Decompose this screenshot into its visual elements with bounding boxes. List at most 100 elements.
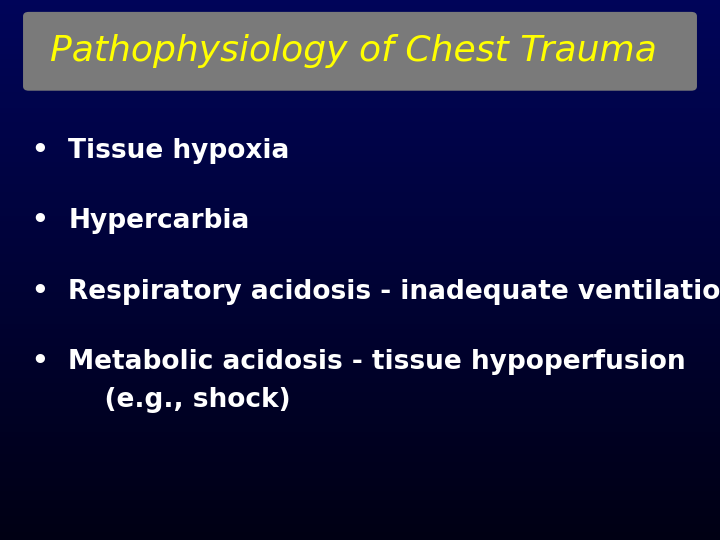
Bar [0,319,720,321]
Bar [0,362,720,364]
Bar [0,410,720,413]
Bar [0,57,720,59]
Bar [0,424,720,427]
Bar [0,324,720,327]
Bar [0,289,720,292]
Bar [0,502,720,505]
Bar [0,256,720,259]
Bar [0,454,720,456]
Bar [0,416,720,418]
Bar [0,192,720,194]
Bar [0,402,720,405]
Bar [0,265,720,267]
Text: •: • [31,138,48,164]
Bar [0,513,720,516]
Bar [0,208,720,211]
Bar [0,148,720,151]
Bar [0,354,720,356]
Bar [0,273,720,275]
Bar [0,181,720,184]
Bar [0,113,720,116]
Bar [0,281,720,284]
Bar [0,526,720,529]
Bar [0,243,720,246]
Bar [0,418,720,421]
Bar [0,491,720,494]
Bar [0,300,720,302]
Bar [0,275,720,278]
Bar [0,308,720,310]
Bar [0,413,720,416]
Bar [0,262,720,265]
Bar [0,294,720,297]
Bar [0,405,720,408]
Bar [0,446,720,448]
Bar [0,89,720,92]
Bar [0,138,720,140]
Bar [0,359,720,362]
Bar [0,70,720,73]
Bar [0,11,720,14]
Bar [0,475,720,478]
Text: (e.g., shock): (e.g., shock) [68,387,291,414]
Bar [0,270,720,273]
Bar [0,119,720,122]
Bar [0,165,720,167]
Bar [0,151,720,154]
Bar [0,332,720,335]
Bar [0,76,720,78]
Bar [0,432,720,435]
Bar [0,456,720,459]
Bar [0,105,720,108]
Bar [0,246,720,248]
Bar [0,14,720,16]
Bar [0,529,720,532]
Bar [0,437,720,440]
Bar [0,443,720,445]
Bar [0,162,720,165]
Bar [0,462,720,464]
Bar [0,240,720,243]
Bar [0,335,720,338]
Bar [0,467,720,470]
Bar [0,157,720,159]
Bar [0,122,720,124]
Bar [0,278,720,281]
Bar [0,340,720,343]
Bar [0,16,720,19]
Text: Metabolic acidosis - tissue hypoperfusion: Metabolic acidosis - tissue hypoperfusio… [68,349,686,375]
Bar [0,8,720,11]
Bar [0,537,720,540]
Bar [0,497,720,500]
Text: •: • [31,279,48,305]
Bar [0,197,720,200]
Bar [0,51,720,54]
Bar [0,518,720,521]
Bar [0,167,720,170]
Bar [0,392,720,394]
Bar [0,232,720,235]
Bar [0,494,720,497]
Bar [0,505,720,508]
Bar [0,464,720,467]
Bar [0,235,720,238]
Text: •: • [31,349,48,375]
Bar [0,532,720,535]
FancyBboxPatch shape [23,12,697,91]
Bar [0,248,720,251]
Bar [0,440,720,443]
Bar [0,397,720,400]
Bar [0,27,720,30]
Text: Respiratory acidosis - inadequate ventilation: Respiratory acidosis - inadequate ventil… [68,279,720,305]
Bar [0,364,720,367]
Text: Tissue hypoxia: Tissue hypoxia [68,138,289,164]
Bar [0,111,720,113]
Bar [0,202,720,205]
Bar [0,351,720,354]
Bar [0,86,720,89]
Bar [0,216,720,219]
Bar [0,427,720,429]
Bar [0,40,720,43]
Bar [0,73,720,76]
Bar [0,373,720,375]
